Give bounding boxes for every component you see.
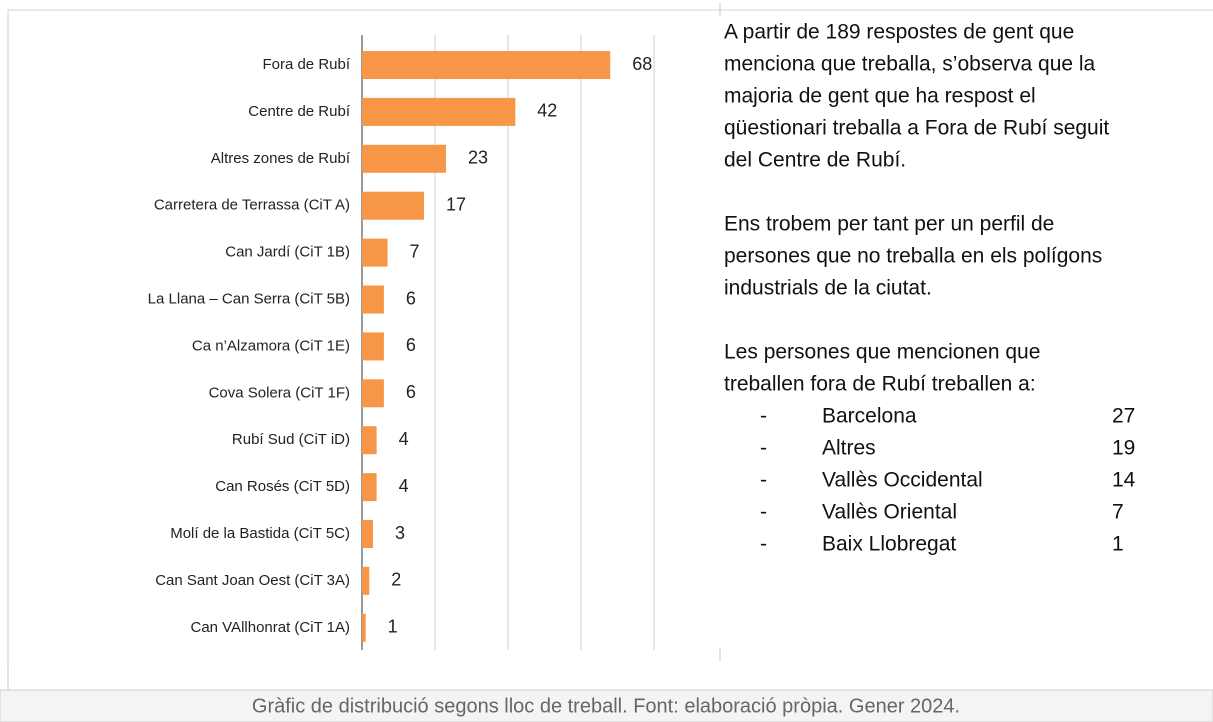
data-label: 42	[537, 101, 557, 121]
bar	[362, 566, 370, 595]
category-label: Rubí Sud (CiT iD)	[232, 431, 350, 448]
caption-band	[0, 689, 1213, 722]
list-count: 27	[1112, 405, 1135, 428]
bar	[362, 520, 373, 548]
description-line: menciona que treballa, s’observa que la	[724, 53, 1096, 76]
category-label: Can Sant Joan Oest (CiT 3A)	[155, 572, 350, 589]
list-bullet: -	[760, 469, 767, 492]
category-label: Centre de Rubí	[248, 103, 351, 120]
bar	[362, 613, 366, 642]
bar	[362, 473, 377, 502]
bar	[362, 97, 516, 126]
list-count: 7	[1112, 501, 1124, 524]
bar	[362, 144, 446, 173]
caption: Gràfic de distribució segons lloc de tre…	[252, 695, 960, 717]
list-bullet: -	[760, 501, 767, 524]
category-label: Fora de Rubí	[262, 56, 350, 73]
bar	[362, 285, 384, 314]
list-count: 14	[1112, 469, 1136, 492]
bar	[362, 191, 425, 220]
list-bullet: -	[760, 437, 767, 460]
description-line: del Centre de Rubí.	[724, 149, 906, 172]
list-name: Vallès Occidental	[822, 469, 983, 492]
list-count: 19	[1112, 437, 1135, 460]
category-label: Ca n’Alzamora (CiT 1E)	[192, 337, 350, 354]
description-line: qüestionari treballa a Fora de Rubí segu…	[724, 117, 1109, 140]
category-label: Can Jardí (CiT 1B)	[225, 244, 350, 261]
list-bullet: -	[760, 533, 767, 556]
data-label: 6	[406, 288, 416, 308]
bar	[362, 51, 611, 79]
category-label: Altres zones de Rubí	[211, 150, 351, 167]
list-name: Baix Llobregat	[822, 533, 956, 556]
data-label: 1	[388, 617, 398, 637]
list-name: Altres	[822, 437, 876, 460]
frame	[7, 9, 1213, 691]
description-line: Les persones que mencionen que	[724, 341, 1040, 364]
bar	[362, 238, 388, 267]
data-label: 6	[406, 382, 416, 402]
data-label: 17	[446, 194, 466, 214]
category-label: Can VAllhonrat (CiT 1A)	[190, 619, 350, 636]
data-label: 3	[395, 523, 405, 543]
description-line: industrials de la ciutat.	[724, 277, 932, 300]
data-label: 23	[468, 148, 488, 168]
description-line: A partir de 189 respostes de gent que	[724, 21, 1074, 44]
data-label: 2	[391, 570, 401, 590]
data-label: 4	[399, 476, 409, 496]
description-line: persones que no treballa en els polígons	[724, 245, 1102, 268]
data-label: 6	[406, 335, 416, 355]
description-line: treballen fora de Rubí treballen a:	[724, 373, 1036, 396]
data-label: 68	[632, 54, 652, 74]
list-name: Barcelona	[822, 405, 917, 428]
description-line: Ens trobem per tant per un perfil de	[724, 213, 1054, 236]
category-label: La Llana – Can Serra (CiT 5B)	[148, 290, 350, 307]
data-label: 4	[399, 429, 409, 449]
bar	[362, 332, 384, 361]
description-line: majoria de gent que ha respost el	[724, 85, 1036, 108]
bar	[362, 426, 377, 455]
data-label: 7	[410, 241, 420, 261]
list-name: Vallès Oriental	[822, 501, 957, 524]
category-label: Cova Solera (CiT 1F)	[209, 384, 350, 401]
category-label: Carretera de Terrassa (CiT A)	[154, 197, 350, 214]
category-label: Molí de la Bastida (CiT 5C)	[170, 525, 350, 542]
list-bullet: -	[760, 405, 767, 428]
category-label: Can Rosés (CiT 5D)	[215, 478, 350, 495]
list-count: 1	[1112, 533, 1124, 556]
bar	[362, 379, 384, 408]
